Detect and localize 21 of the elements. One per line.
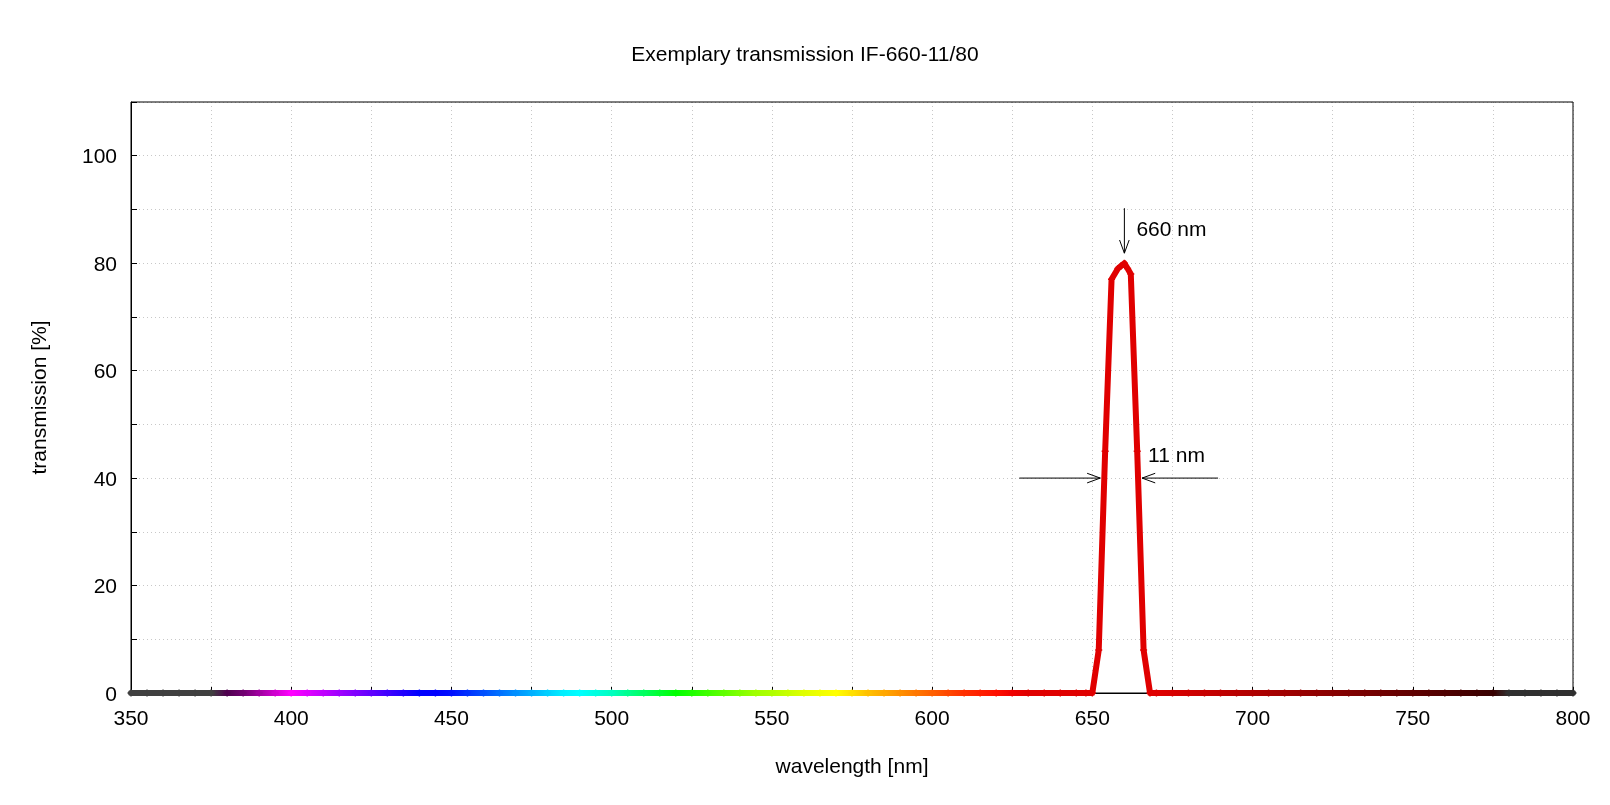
y-tick-label: 40 [93,466,117,490]
x-tick-label: 350 [113,706,149,729]
chart-title: Exemplary transmission IF-660-11/80 [631,42,979,65]
x-tick-label: 500 [594,706,630,729]
y-tick-label: 20 [93,574,117,598]
annotation: 660 nm [1136,217,1207,241]
x-tick-label: 700 [1235,706,1271,729]
y-tick-label: 100 [81,144,117,168]
x-axis-title: wavelength [nm] [774,754,929,777]
annotation: 11 nm [1148,443,1205,467]
x-tick-label: 450 [433,706,469,729]
x-tick-label: 750 [1395,706,1431,729]
y-tick-label: 80 [93,251,117,275]
x-tick-label: 400 [273,706,309,729]
y-tick-label: 60 [93,359,117,383]
x-tick-label: 650 [1074,706,1110,729]
y-tick-label: 0 [105,681,117,705]
y-axis-title: transmission [%] [27,320,50,475]
x-tick-label: 600 [914,706,950,729]
x-tick-label: 800 [1555,706,1591,729]
x-tick-label: 550 [754,706,790,729]
